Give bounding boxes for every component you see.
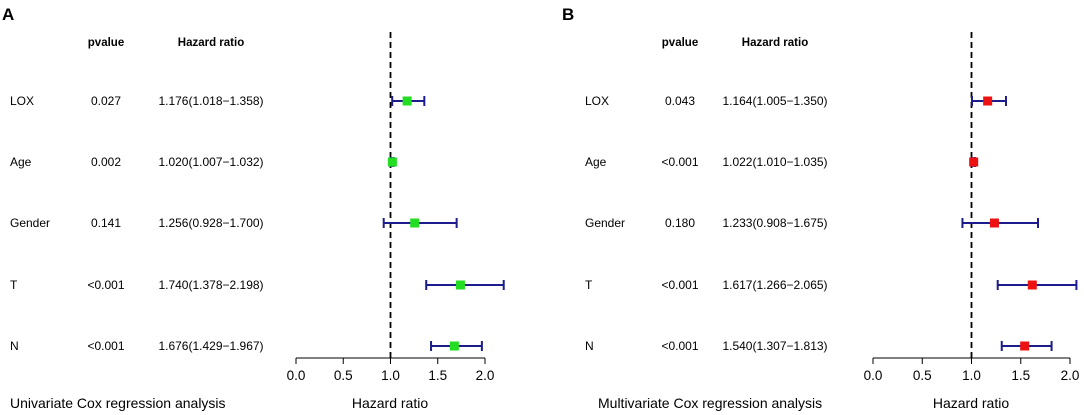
panel-a-row-n-pvalue: <0.001	[87, 339, 124, 353]
panel-b-row-t-marker	[1027, 280, 1037, 290]
panel-a-row-gender-pvalue: 0.141	[91, 216, 121, 230]
panel-b-caption: Multivariate Cox regression analysis	[598, 395, 822, 411]
panel-b-header-pvalue: pvalue	[662, 37, 698, 49]
panel-a-row-gender-name: Gender	[10, 216, 50, 230]
panel-b-row-gender-hr-text: 1.233(0.908−1.675)	[722, 216, 827, 230]
panel-a-header-hazard-ratio: Hazard ratio	[178, 37, 244, 49]
panel-b-row-gender-marker	[989, 218, 999, 228]
panel-b-x-axis-title: Hazard ratio	[933, 395, 1009, 411]
panel-b-row-age-hr-text: 1.022(1.010−1.035)	[722, 155, 827, 169]
panel-a-x-tick-label-1: 0.5	[334, 368, 353, 383]
panel-b-header-hazard-ratio: Hazard ratio	[742, 37, 808, 49]
panel-a-row-lox-pvalue: 0.027	[91, 94, 121, 108]
panel-b-row-n-marker	[1020, 341, 1030, 351]
panel-b-x-tick-label-0: 0.0	[864, 368, 883, 383]
panel-a-row-gender-marker	[410, 218, 420, 228]
panel-a-row-age-hr-text: 1.020(1.007−1.032)	[158, 155, 263, 169]
panel-b-row-n-name: N	[585, 339, 594, 353]
panel-b-row-gender-name: Gender	[585, 216, 625, 230]
panel-b-label: B	[562, 5, 574, 24]
panel-b-row-age-pvalue: <0.001	[661, 155, 698, 169]
panel-a-row-age-name: Age	[10, 155, 32, 169]
panel-a-header-pvalue: pvalue	[88, 37, 124, 49]
panel-b-row-n-pvalue: <0.001	[661, 339, 698, 353]
panel-b-row-age-marker	[969, 157, 979, 167]
panel-a-row-age-marker	[387, 157, 397, 167]
panel-b-x-tick-label-4: 2.0	[1061, 368, 1080, 383]
panel-a-x-tick-label-0: 0.0	[287, 368, 306, 383]
panel-a-row-age-pvalue: 0.002	[91, 155, 121, 169]
panel-a-x-axis-title: Hazard ratio	[352, 395, 428, 411]
panel-a-row-n-marker	[449, 341, 459, 351]
panel-b-row-n-hr-text: 1.540(1.307−1.813)	[722, 339, 827, 353]
panel-b-row-t-pvalue: <0.001	[661, 278, 698, 292]
panel-a-x-tick-label-4: 2.0	[476, 368, 495, 383]
panel-a-row-t-pvalue: <0.001	[87, 278, 124, 292]
panel-a-row-lox-marker	[402, 96, 412, 106]
panel-b-x-tick-label-1: 0.5	[913, 368, 932, 383]
panel-b-row-t-name: T	[585, 278, 593, 292]
panel-a-row-lox-hr-text: 1.176(1.018−1.358)	[158, 94, 263, 108]
panel-b-row-lox-pvalue: 0.043	[665, 94, 695, 108]
panel-b-x-tick-label-2: 1.0	[962, 368, 981, 383]
panel-a-x-tick-label-3: 1.5	[428, 368, 447, 383]
panel-b-row-t-hr-text: 1.617(1.266−2.065)	[722, 278, 827, 292]
panel-b-row-age-name: Age	[585, 155, 607, 169]
panel-a-row-lox-name: LOX	[10, 94, 34, 108]
panel-a-row-t-marker	[455, 280, 465, 290]
panel-b-x-tick-label-3: 1.5	[1011, 368, 1030, 383]
panel-b-row-lox-name: LOX	[585, 94, 609, 108]
panel-a-caption: Univariate Cox regression analysis	[10, 395, 226, 411]
panel-b-row-gender-pvalue: 0.180	[665, 216, 695, 230]
panel-a-x-tick-label-2: 1.0	[381, 368, 400, 383]
panel-a-row-t-hr-text: 1.740(1.378−2.198)	[158, 278, 263, 292]
panel-a-label: A	[2, 5, 14, 24]
panel-a-row-t-name: T	[10, 278, 18, 292]
panel-b-row-lox-marker	[983, 96, 993, 106]
panel-a-row-n-hr-text: 1.676(1.429−1.967)	[158, 339, 263, 353]
panel-a-row-n-name: N	[10, 339, 19, 353]
panel-b-row-lox-hr-text: 1.164(1.005−1.350)	[722, 94, 827, 108]
panel-a-row-gender-hr-text: 1.256(0.928−1.700)	[158, 216, 263, 230]
